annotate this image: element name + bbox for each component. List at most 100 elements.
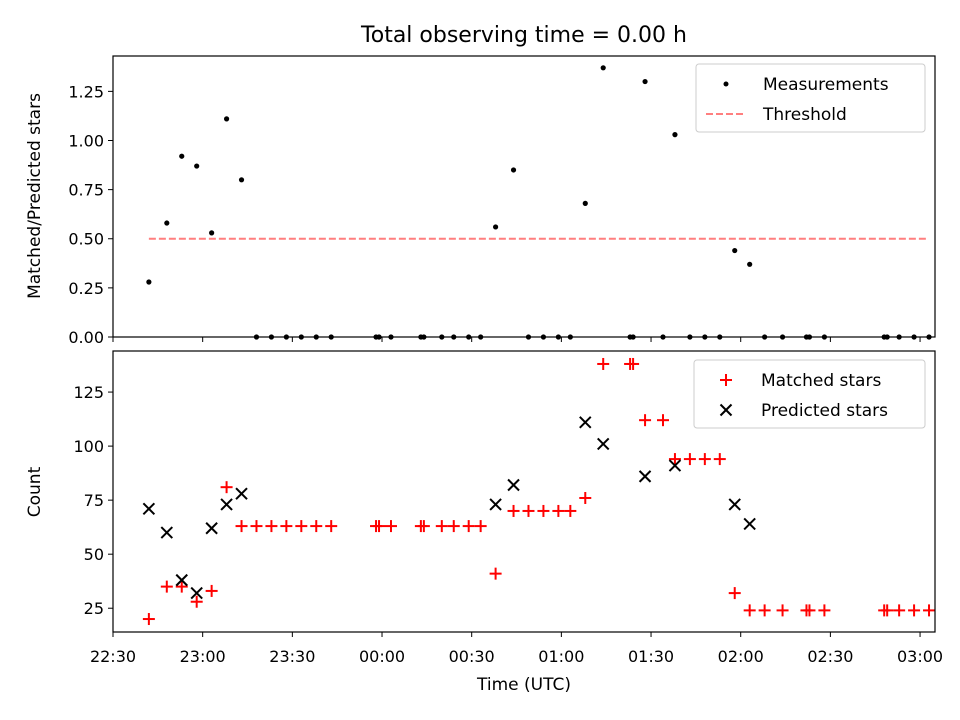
- matched-star-point: [743, 604, 756, 617]
- matched-star-point: [160, 580, 173, 593]
- matched-star-point: [639, 414, 652, 427]
- matched-star-point: [325, 520, 338, 533]
- matched-star-point: [908, 604, 921, 617]
- matched-star-point: [597, 357, 610, 370]
- matched-star-point: [656, 414, 669, 427]
- matched-star-point: [923, 604, 936, 617]
- bottom-y-tick-label: 75: [84, 491, 104, 510]
- matched-star-point: [818, 604, 831, 617]
- matched-star-point: [893, 604, 906, 617]
- matched-star-point: [803, 604, 816, 617]
- bottom-x-tick-label: 00:30: [449, 647, 495, 666]
- top-y-tick-label: 1.00: [68, 131, 104, 150]
- measurement-point: [194, 163, 200, 169]
- matched-star-point: [435, 520, 448, 533]
- matched-star-point: [250, 520, 263, 533]
- chart-title: Total observing time = 0.00 h: [360, 23, 687, 48]
- matched-star-point: [522, 504, 535, 517]
- legend-matched-marker: [720, 374, 732, 386]
- matched-star-point: [142, 613, 155, 626]
- top-y-tick-label: 0.00: [68, 328, 104, 347]
- predicted-star-point: [489, 498, 502, 511]
- matched-star-point: [417, 520, 430, 533]
- bottom-x-tick-label: 02:30: [807, 647, 853, 666]
- measurement-point: [223, 116, 230, 122]
- matched-star-point: [579, 491, 592, 504]
- predicted-star-point: [507, 478, 520, 492]
- matched-star-point: [235, 520, 248, 533]
- top-panel: 0.00 0.25 0.50 0.75 1.00 1.25 Matched/Predict…: [25, 55, 936, 347]
- bottom-x-tick-label: 22:30: [90, 647, 136, 666]
- matched-star-point: [728, 587, 741, 600]
- matched-star-point: [489, 567, 502, 580]
- bottom-x-tick-label: 01:00: [538, 647, 584, 666]
- predicted-star-point: [205, 522, 218, 535]
- predicted-star-point: [175, 573, 188, 587]
- measurement-point: [642, 78, 648, 85]
- matched-star-point: [881, 604, 894, 617]
- bottom-x-tick-label: 23:30: [269, 647, 315, 666]
- matched-star-point: [713, 453, 726, 466]
- measurement-point: [600, 65, 606, 71]
- top-y-tick-label: 1.25: [68, 82, 104, 101]
- measurement-point: [146, 279, 152, 285]
- top-y-label: Matched/Predicted stars: [25, 93, 45, 299]
- legend-predicted-label: Predicted stars: [761, 401, 888, 421]
- matched-star-point: [698, 453, 711, 466]
- bottom-legend: Matched stars Predicted stars: [693, 359, 926, 429]
- matched-star-point: [537, 504, 550, 517]
- legend-predicted-marker: [719, 403, 733, 417]
- legend-matched-plus: [720, 374, 732, 386]
- predicted-star-point: [579, 416, 592, 429]
- matched-star-point: [776, 604, 789, 617]
- predicted-star-point: [142, 502, 156, 515]
- legend-threshold-label: Threshold: [762, 105, 847, 125]
- top-legend-frame: [695, 63, 926, 133]
- bottom-x-tick-label: 02:00: [718, 647, 764, 666]
- matched-star-point: [190, 595, 203, 608]
- bottom-x-tick-label: 01:30: [628, 647, 674, 666]
- bottom-x-axis: 22:30 23:00 23:30 00:00 00:30 01:00 01:30 02:00…: [90, 632, 943, 666]
- measurement-point: [732, 247, 738, 254]
- bottom-x-tick-label: 03:00: [897, 647, 943, 666]
- matched-star-point: [295, 520, 308, 533]
- predicted-star-point: [235, 487, 248, 500]
- legend-measurements-marker: [723, 81, 729, 87]
- predicted-star-point: [160, 526, 174, 539]
- measurement-point: [672, 132, 678, 138]
- matched-star-point: [447, 520, 460, 533]
- bottom-x-label: Time (UTC): [476, 675, 571, 695]
- legend-predicted-x: [719, 403, 733, 417]
- predicted-star-point: [668, 459, 682, 472]
- top-y-tick-label: 0.50: [68, 230, 104, 249]
- measurement-point: [238, 177, 245, 183]
- measurement-point: [510, 167, 517, 173]
- matched-star-point: [507, 504, 520, 517]
- top-legend: Measurements Threshold: [695, 63, 926, 133]
- top-y-tick-label: 0.25: [68, 279, 104, 298]
- matched-star-point: [564, 504, 577, 517]
- matched-star-point: [627, 357, 640, 370]
- legend-measurements-label: Measurements: [763, 75, 889, 95]
- matched-star-point: [220, 481, 233, 494]
- bottom-y-tick-label: 50: [84, 545, 104, 564]
- predicted-star-point: [220, 498, 233, 511]
- legend-matched-label: Matched stars: [761, 371, 881, 391]
- bottom-x-tick-label: 00:00: [359, 647, 405, 666]
- predicted-star-point: [597, 437, 610, 451]
- matched-star-point: [373, 520, 386, 533]
- top-y-tick-label: 0.75: [68, 181, 104, 200]
- top-x-ticks: [112, 337, 921, 342]
- matched-star-point: [683, 453, 696, 466]
- bottom-y-tick-label: 25: [84, 599, 104, 618]
- measurement-point: [582, 200, 588, 206]
- bottom-panel: 25 50 75 100 125 22:30 23:00 23:30 00:00 00:30 01…: [25, 350, 943, 695]
- bottom-y-label: Count: [25, 466, 45, 517]
- matched-star-point: [310, 520, 323, 533]
- matched-star-point: [265, 520, 278, 533]
- measurement-point: [179, 153, 185, 159]
- bottom-y-tick-label: 100: [73, 437, 104, 456]
- predicted-star-point: [743, 517, 756, 531]
- measurement-point: [747, 261, 753, 267]
